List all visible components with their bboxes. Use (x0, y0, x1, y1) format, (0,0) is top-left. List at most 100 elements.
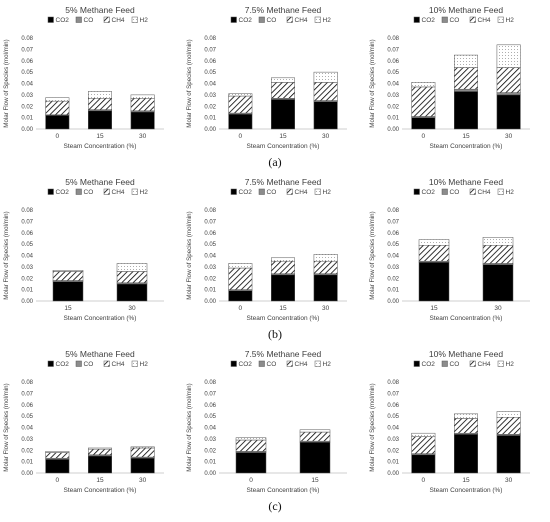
chart-title: 7.5% Methane Feed (245, 349, 322, 359)
x-axis-label: Steam Concentration (%) (247, 143, 320, 150)
legend-swatch-h2 (497, 16, 504, 23)
x-axis-label: Steam Concentration (%) (430, 487, 503, 494)
x-tick-label: 15 (430, 305, 438, 312)
y-tick-label: 0.07 (204, 47, 216, 53)
chart-title: 5% Methane Feed (65, 177, 135, 187)
bar-segment-co2 (411, 117, 436, 130)
bar-segment-co2 (88, 110, 112, 130)
legend-label-co: CO (84, 361, 94, 368)
legend-swatch-ch4 (286, 360, 293, 367)
x-tick-label: 30 (322, 133, 330, 140)
legend-swatch-h2 (497, 360, 504, 367)
bar-segment-h2 (52, 270, 84, 272)
x-tick-label: 0 (239, 133, 243, 140)
bar-segment-co2 (130, 457, 155, 474)
bar-segment-h2 (411, 432, 436, 437)
bar-segment-ch4 (454, 418, 478, 434)
y-tick-label: 0.03 (21, 93, 33, 99)
y-tick-label: 0.03 (387, 265, 399, 271)
legend-swatch-co2 (413, 360, 420, 367)
chart-a-1: 5% Methane Feed CO2 CO CH4 H2 0.00 0.01 0.02 0.0… (3, 5, 164, 150)
legend-label-co: CO (84, 189, 94, 196)
y-tick-label: 0.06 (204, 231, 216, 237)
bar-segment-ch4 (116, 271, 148, 284)
legend-swatch-ch4 (103, 360, 110, 367)
y-axis-label: Molar Flow of Species (mol/min) (369, 383, 376, 471)
legend-swatch-h2 (314, 16, 321, 23)
legend-swatch-co (258, 16, 265, 23)
y-tick-label: 0.07 (21, 219, 33, 225)
y-tick-label: 0.03 (204, 93, 216, 99)
bar-segment-h2 (235, 437, 267, 441)
y-tick-label: 0.04 (21, 254, 33, 260)
legend-swatch-co2 (47, 360, 54, 367)
y-tick-label: 0.08 (387, 36, 399, 42)
x-tick-label: 15 (311, 477, 319, 484)
x-tick-label: 30 (505, 133, 513, 140)
legend-label-co2: CO2 (422, 189, 436, 196)
row-label-a: (a) (268, 155, 282, 169)
y-tick-label: 0.01 (387, 460, 399, 466)
y-tick-label: 0.04 (204, 82, 216, 88)
y-tick-label: 0.06 (21, 403, 33, 409)
legend-label-h2: H2 (140, 361, 149, 368)
chart-b-2: 7.5% Methane Feed CO2 CO CH4 H2 0.00 0.01 0.02 0… (186, 177, 347, 322)
bar-segment-ch4 (45, 452, 70, 459)
legend-label-co: CO (450, 17, 460, 24)
y-tick-label: 0.02 (204, 276, 216, 282)
legend-label-h2: H2 (506, 189, 515, 196)
y-tick-label: 0.06 (204, 403, 216, 409)
legend-label-ch4: CH4 (295, 189, 308, 196)
legend-swatch-co2 (230, 16, 237, 23)
legend-swatch-h2 (314, 360, 321, 367)
y-tick-label: 0.04 (387, 82, 399, 88)
y-axis-label: Molar Flow of Species (mol/min) (369, 39, 376, 127)
x-axis-label: Steam Concentration (%) (430, 315, 503, 322)
y-tick-label: 0.08 (21, 380, 33, 386)
y-tick-label: 0.01 (204, 116, 216, 122)
bar-segment-h2 (88, 91, 112, 99)
bar-segment-ch4 (418, 245, 450, 262)
bar-segment-ch4 (482, 245, 514, 264)
bar-segment-ch4 (130, 447, 155, 458)
y-tick-label: 0.02 (204, 448, 216, 454)
y-axis-label: Molar Flow of Species (mol/min) (186, 39, 193, 127)
y-axis-label: Molar Flow of Species (mol/min) (186, 383, 193, 471)
y-tick-label: 0.01 (21, 288, 33, 294)
legend-swatch-ch4 (469, 360, 476, 367)
y-tick-label: 0.05 (21, 242, 33, 248)
legend-label-ch4: CH4 (112, 361, 125, 368)
bar-segment-h2 (454, 413, 478, 419)
bar-segment-ch4 (313, 260, 338, 274)
legend-label-ch4: CH4 (112, 189, 125, 196)
legend-label-h2: H2 (140, 189, 149, 196)
bar-segment-ch4 (228, 267, 253, 290)
bar-segment-co2 (411, 454, 436, 474)
chart-a-3: 10% Methane Feed CO2 CO CH4 H2 0.00 0.01 0.02 0.… (369, 5, 530, 150)
legend-swatch-ch4 (469, 16, 476, 23)
y-tick-label: 0.05 (21, 414, 33, 420)
y-tick-label: 0.01 (387, 288, 399, 294)
y-tick-label: 0.03 (204, 437, 216, 443)
bar-segment-co2 (271, 274, 295, 302)
x-tick-label: 15 (462, 477, 470, 484)
y-tick-label: 0.04 (21, 426, 33, 432)
y-tick-label: 0.02 (387, 276, 399, 282)
x-tick-label: 0 (422, 133, 426, 140)
legend-swatch-co (75, 188, 82, 195)
y-axis-label: Molar Flow of Species (mol/min) (186, 211, 193, 299)
y-tick-label: 0.07 (387, 391, 399, 397)
chart-c-1: 5% Methane Feed CO2 CO CH4 H2 0.00 0.01 0.02 0.0… (3, 349, 164, 494)
y-tick-label: 0.04 (204, 254, 216, 260)
bar-segment-ch4 (313, 82, 338, 101)
bar-segment-co2 (116, 283, 148, 302)
chart-c-3: 10% Methane Feed CO2 CO CH4 H2 0.00 0.01 0.02 0.… (369, 349, 530, 494)
bar-segment-co2 (271, 99, 295, 130)
bar-segment-co2 (299, 442, 331, 474)
y-tick-label: 0.01 (387, 116, 399, 122)
bar-segment-h2 (496, 44, 521, 68)
y-tick-label: 0.02 (21, 276, 33, 282)
legend-swatch-co2 (230, 360, 237, 367)
bar-segment-co2 (454, 91, 478, 130)
x-tick-label: 30 (139, 133, 147, 140)
